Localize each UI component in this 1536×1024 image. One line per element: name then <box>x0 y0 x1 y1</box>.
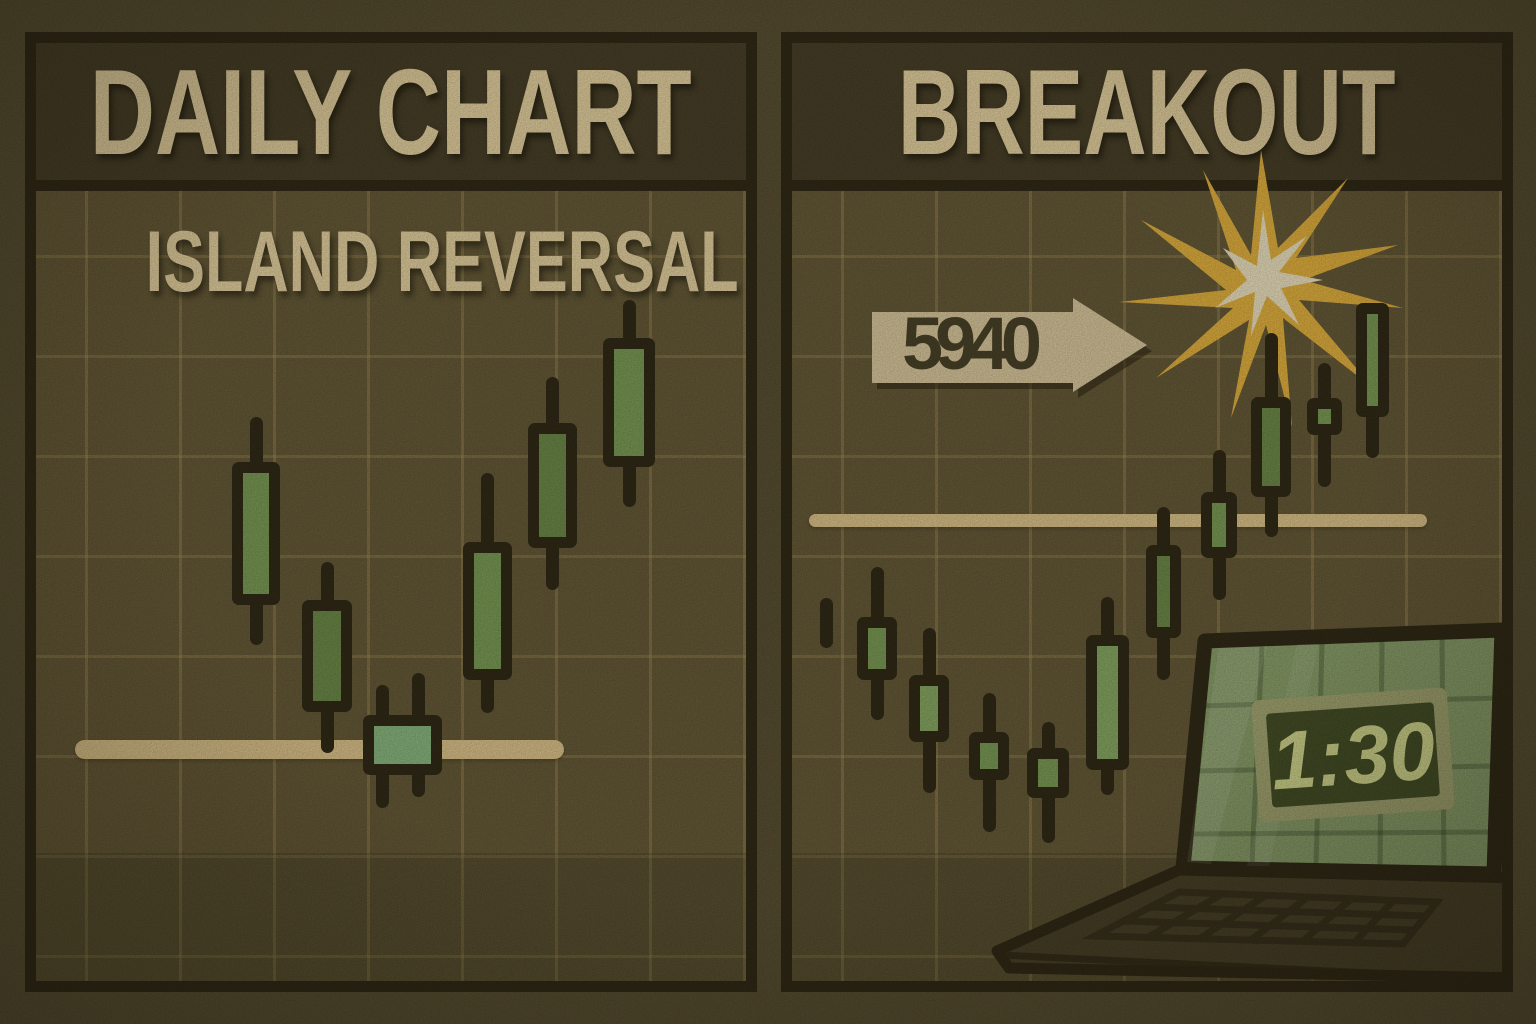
candlestick <box>792 191 1502 981</box>
daily-chart-panel: DAILY CHART ISLAND REVERSAL <box>25 32 757 992</box>
panel-title-daily-chart: DAILY CHART <box>90 43 692 180</box>
candle-wick <box>545 377 559 590</box>
candle-wick <box>922 628 936 793</box>
candle-body <box>1027 748 1069 798</box>
daily-candles-layer <box>36 191 746 981</box>
candle-body <box>909 675 949 742</box>
candle-wick <box>982 693 996 832</box>
panel-title-breakout: BREAKOUT <box>898 43 1396 180</box>
candle-wick <box>1041 722 1055 843</box>
candlestick <box>792 191 1502 981</box>
candlestick <box>36 191 746 981</box>
candlestick <box>792 191 1502 981</box>
candle-body <box>1251 397 1291 497</box>
candle-body <box>1307 398 1342 435</box>
candle-wick <box>249 417 263 645</box>
candle-wick <box>819 598 833 648</box>
candle-wick <box>1264 333 1278 537</box>
daily-chart-header: DAILY CHART <box>36 43 746 191</box>
candle-body <box>969 732 1009 780</box>
candle-wick <box>1100 597 1114 795</box>
candlestick <box>792 191 1502 981</box>
candlestick <box>792 191 1502 981</box>
candlestick <box>36 191 746 981</box>
candle-body <box>603 338 655 467</box>
breakout-header: BREAKOUT <box>792 43 1502 191</box>
candlestick <box>792 191 1502 981</box>
candlestick <box>792 191 1502 981</box>
candlestick <box>792 191 1502 981</box>
candlestick <box>36 191 746 981</box>
candle-body <box>1356 303 1389 417</box>
daily-chart-area: ISLAND REVERSAL <box>36 191 746 981</box>
breakout-panel: BREAKOUT 5940 <box>781 32 1513 992</box>
breakout-candles-layer <box>792 191 1502 981</box>
breakout-chart-area: 5940 <box>792 150 1502 981</box>
candle-body <box>1086 635 1129 770</box>
candlestick <box>36 191 746 981</box>
candle-wick <box>1365 401 1379 458</box>
candle-body <box>857 617 897 680</box>
breakout-level-line <box>809 514 1427 527</box>
candle-body <box>302 600 352 712</box>
candlestick <box>36 191 746 981</box>
candle-wick <box>1156 507 1170 680</box>
support-line <box>75 740 564 759</box>
candle-body <box>232 462 280 605</box>
candlestick <box>792 191 1502 981</box>
candlestick <box>792 191 1502 981</box>
candle-wick <box>480 473 494 713</box>
candlestick <box>36 191 746 981</box>
candle-wick <box>1317 363 1331 487</box>
candlestick <box>792 191 1502 981</box>
candle-wick <box>320 562 334 753</box>
candle-wick <box>411 673 425 797</box>
candle-body <box>463 542 512 680</box>
candle-body <box>1146 545 1181 638</box>
candle-wick <box>870 567 884 720</box>
candle-wick <box>622 300 636 507</box>
candle-body <box>528 423 577 548</box>
